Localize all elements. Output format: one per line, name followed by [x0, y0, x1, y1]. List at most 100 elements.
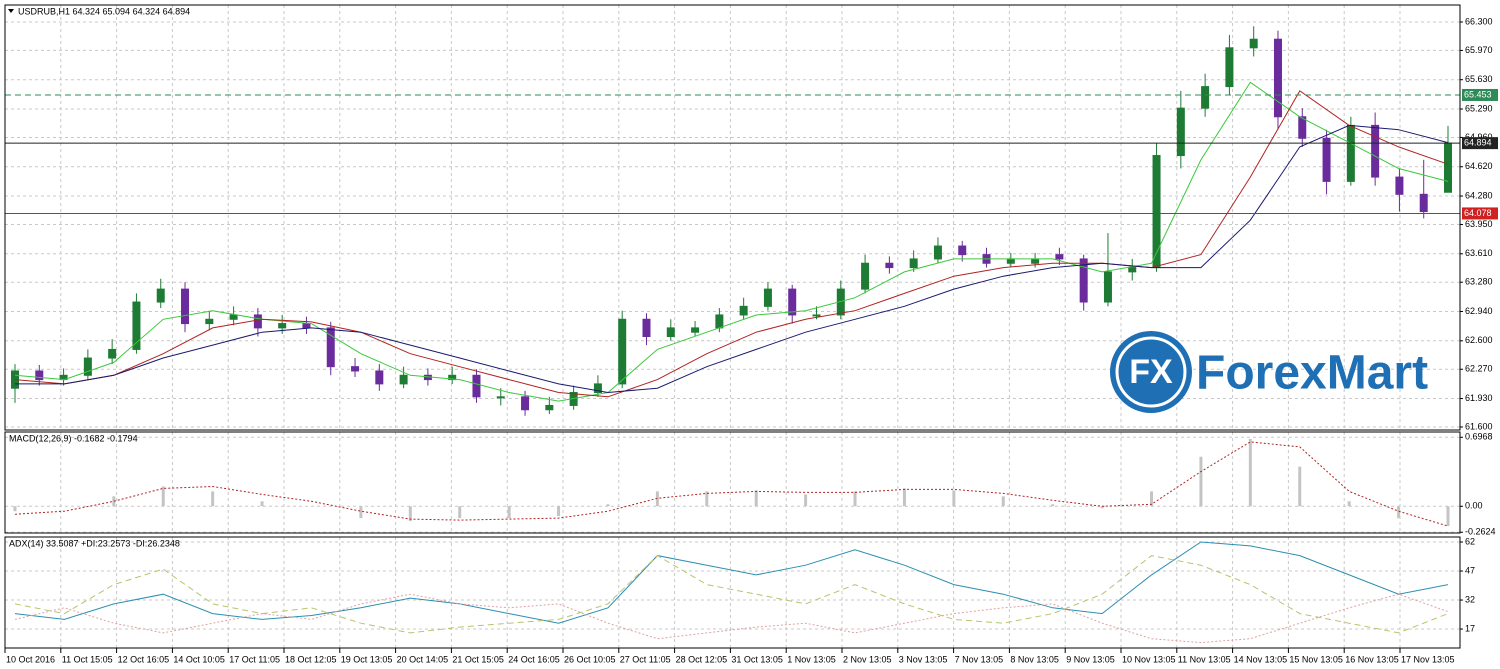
macd-bar: [1199, 456, 1203, 507]
panel-frame: [4, 431, 1461, 534]
candle-body: [1419, 193, 1428, 213]
indicator-line: [14, 593, 1449, 644]
y-tick-label: 65.290: [1465, 103, 1493, 113]
candle-body: [1176, 107, 1185, 157]
x-tick-label: 2 Nov 13:05: [843, 654, 892, 664]
x-tick-label: 17 Nov 13:05: [1401, 654, 1455, 664]
x-tick-label: 15 Nov 13:05: [1289, 654, 1343, 664]
candle-body: [1273, 38, 1282, 118]
x-tick-label: 11 Nov 13:05: [1178, 654, 1231, 664]
x-tick-label: 9 Nov 13:05: [1066, 654, 1115, 664]
y-tick-label: 62.600: [1465, 335, 1493, 345]
macd-bar: [1446, 506, 1450, 527]
panel-title: USDRUB,H1 64.324 65.094 64.324 64.894: [18, 6, 190, 16]
y-tick-label: 62.940: [1465, 306, 1493, 316]
x-tick-label: 27 Oct 11:05: [620, 654, 671, 664]
indicator-line: [14, 90, 1449, 398]
macd-bar: [161, 486, 165, 507]
macd-bar: [507, 506, 511, 519]
indicator-line: [14, 81, 1449, 402]
candle-body: [108, 348, 117, 359]
y-tick-label: 63.280: [1465, 277, 1493, 287]
y-tick-label: 61.930: [1465, 393, 1493, 403]
candle-body: [1152, 155, 1161, 269]
logo-icon: FX: [1129, 353, 1173, 391]
x-tick-label: 31 Oct 13:05: [731, 654, 783, 664]
candle-body: [253, 314, 262, 329]
candle-body: [448, 374, 457, 381]
candle-body: [739, 305, 748, 316]
candle-body: [642, 318, 651, 338]
macd-bar: [359, 506, 363, 519]
candle-body: [618, 318, 627, 385]
y-tick-label: 0.00: [1465, 501, 1483, 511]
candle-body: [861, 262, 870, 290]
candle-body: [812, 314, 821, 317]
candle-body: [1031, 258, 1040, 264]
candle-body: [1346, 124, 1355, 182]
macd-bar: [902, 488, 906, 507]
candle-body: [885, 262, 894, 269]
macd-bar: [804, 494, 808, 507]
macd-bar: [557, 506, 561, 517]
candle-body: [958, 245, 967, 256]
symbol-marker: [8, 9, 14, 13]
candle-body: [666, 327, 675, 338]
candle-body: [229, 314, 238, 320]
macd-bar: [1248, 438, 1252, 507]
candle-body: [1006, 258, 1015, 264]
candle-body: [399, 374, 408, 385]
y-tick-label: 47: [1465, 565, 1475, 575]
candle-body: [1395, 176, 1404, 195]
x-tick-label: 26 Oct 10:05: [564, 654, 616, 664]
y-tick-label: 17: [1465, 623, 1475, 633]
candle-body: [351, 366, 360, 372]
candle-body: [1371, 124, 1380, 178]
x-tick-label: 18 Oct 12:05: [285, 654, 337, 664]
panel-frame: [4, 4, 1461, 431]
indicator-line: [14, 441, 1449, 527]
panel-frame: [4, 536, 1461, 649]
macd-bar: [13, 506, 17, 512]
indicator-line: [14, 541, 1449, 624]
price-level-box: [1462, 88, 1498, 101]
macd-bar: [1001, 496, 1005, 507]
candle-body: [375, 370, 384, 385]
candle-body: [1201, 86, 1210, 109]
y-tick-label: 64.620: [1465, 161, 1493, 171]
y-tick-label: 64.280: [1465, 190, 1493, 200]
y-tick-label: 32: [1465, 594, 1475, 604]
macd-bar: [458, 506, 462, 519]
panel-title: ADX(14) 33.5087 +DI:23.2573 -DI:26.2348: [9, 538, 180, 548]
x-tick-label: 10 Nov 13:05: [1122, 654, 1176, 664]
macd-bar: [705, 491, 709, 507]
price-level-label: 65.453: [1464, 89, 1492, 99]
macd-bar: [754, 490, 758, 507]
x-tick-label: 14 Nov 13:05: [1234, 654, 1288, 664]
candle-body: [1249, 38, 1258, 49]
price-level-label: 64.078: [1464, 208, 1492, 218]
macd-bar: [260, 501, 264, 507]
macd-bar: [408, 506, 412, 522]
y-tick-label: 65.970: [1465, 45, 1493, 55]
x-tick-label: 10 Oct 2016: [6, 654, 55, 664]
logo-circle: [1110, 331, 1192, 413]
macd-bar: [655, 491, 659, 507]
y-tick-label: 65.630: [1465, 74, 1493, 84]
x-tick-label: 20 Oct 14:05: [397, 654, 449, 664]
macd-bar: [1100, 506, 1104, 509]
candle-body: [909, 258, 918, 269]
logo-ring: [1115, 336, 1187, 408]
y-tick-label: 61.600: [1465, 421, 1493, 431]
candle-body: [35, 370, 44, 381]
y-tick-label: 64.960: [1465, 132, 1493, 142]
indicator-line: [15, 124, 1449, 394]
x-tick-label: 1 Nov 13:05: [787, 654, 836, 664]
candle-body: [1055, 254, 1064, 260]
y-tick-label: 62: [1465, 536, 1475, 546]
macd-bar: [853, 491, 857, 507]
logo-text: ForexMart: [1196, 347, 1428, 400]
candle-body: [132, 301, 141, 350]
price-level-box: [1462, 137, 1498, 150]
